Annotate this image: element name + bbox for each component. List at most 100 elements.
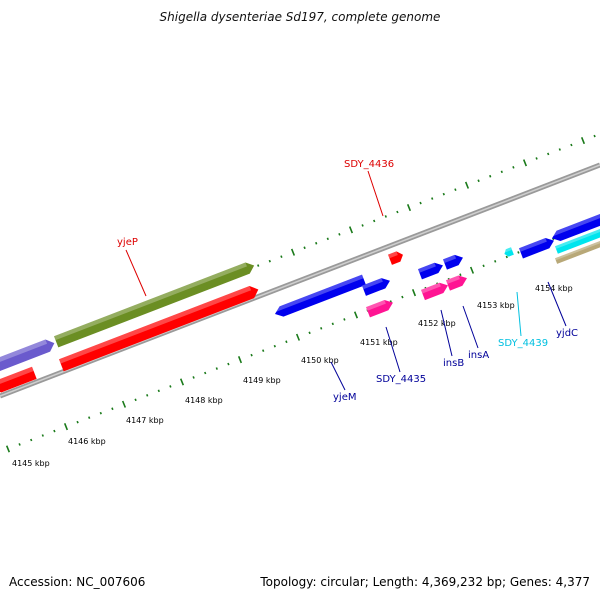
inner-tick-row-minor-tick — [482, 264, 485, 268]
outer-tick-row-minor-tick — [338, 233, 341, 236]
cds-blue-insB-shape — [418, 262, 443, 280]
kbp-tick-label: 4148 kbp — [185, 396, 223, 405]
cds-pink-insB-sheen — [421, 282, 441, 294]
inner-tick-row-minor-tick — [192, 376, 195, 379]
cds-blue-insA — [443, 254, 463, 270]
inner-tick-row-minor-tick — [308, 331, 311, 335]
inner-tick-row-minor-tick — [331, 322, 334, 326]
map-title: Shigella dysenteriae Sd197, complete gen… — [159, 10, 441, 24]
cds-lavender-left-sheen — [0, 339, 48, 366]
outer-tick-row-minor-tick — [489, 174, 492, 178]
gene-leader-line — [330, 361, 346, 391]
cds-blue-right-1 — [519, 238, 554, 259]
outer-tick-row-major-tick — [580, 137, 586, 145]
cds-olive-yjeP-shape — [54, 262, 255, 348]
cds-blue-yjeM — [273, 274, 366, 317]
gene-label: yjeM — [333, 392, 356, 403]
gene-label: yjeP — [117, 237, 138, 248]
tick-dots-layer — [0, 134, 600, 453]
inner-tick-row-minor-tick — [18, 443, 21, 446]
inner-tick-row-minor-tick — [401, 295, 404, 299]
inner-tick-row-minor-tick — [227, 362, 230, 366]
outer-tick-row-minor-tick — [500, 170, 503, 174]
inner-tick-row-major-tick — [63, 423, 69, 431]
inner-tick-row-minor-tick — [250, 353, 253, 357]
inner-tick-row-minor-tick — [517, 251, 520, 254]
kbp-tick-label: 4154 kbp — [535, 284, 573, 293]
cds-blue-yjeM-shape — [274, 274, 366, 317]
gene-label: SDY_4436 — [344, 159, 394, 170]
cds-blue-yjdC — [550, 210, 600, 242]
cds-blue-yjdC-sheen — [550, 210, 600, 237]
cds-tan-right-sheen — [555, 239, 600, 261]
cds-pink-insA-shape — [446, 275, 467, 291]
inner-tick-row-minor-tick — [146, 394, 149, 397]
cds-pink-insB — [421, 282, 448, 301]
backbone-layer — [0, 162, 600, 399]
outer-tick-row-minor-tick — [257, 264, 260, 267]
cds-red-long-sheen — [58, 285, 252, 364]
cds-red-SDY_4436-sheen — [388, 251, 398, 259]
inner-tick-row-major-tick — [237, 356, 243, 364]
inner-tick-row-minor-tick — [343, 318, 346, 321]
gene-leader-line — [516, 291, 522, 337]
outer-tick-row-minor-tick — [431, 197, 434, 200]
cds-tan-right-shape — [555, 239, 600, 264]
kbp-tick-label: 4146 kbp — [68, 437, 106, 446]
inner-tick-row-major-tick — [295, 333, 301, 341]
cds-cyan-right-shape — [555, 227, 600, 254]
inner-tick-row-minor-tick — [262, 349, 265, 352]
outer-tick-row-minor-tick — [419, 201, 422, 205]
inner-tick-row-minor-tick — [88, 416, 91, 419]
outer-tick-row-minor-tick — [384, 215, 387, 218]
gene-label: SDY_4435 — [376, 374, 426, 385]
inner-tick-row-minor-tick — [111, 407, 114, 411]
cds-blue-right-1-sheen — [519, 238, 547, 252]
kbp-tick-label: 4145 kbp — [12, 459, 50, 468]
accession-text: Accession: NC_007606 — [9, 575, 146, 589]
inner-tick-row-minor-tick — [157, 389, 160, 393]
outer-tick-row-minor-tick — [361, 224, 364, 227]
cds-olive-yjeP — [54, 262, 255, 348]
outer-tick-row-major-tick — [464, 181, 470, 189]
kbp-tick-label: 4152 kbp — [418, 319, 456, 328]
gene-label: insB — [443, 358, 464, 369]
cds-red-long-shape — [59, 285, 259, 372]
cds-red-left-1-sheen — [0, 366, 34, 388]
cds-red-long — [58, 285, 259, 372]
outer-tick-row-minor-tick — [373, 219, 376, 223]
cds-blue-insA-sheen — [443, 254, 457, 263]
inner-tick-row-minor-tick — [53, 429, 56, 433]
gene-leader-line — [462, 305, 479, 349]
kbp-tick-label: 4150 kbp — [301, 356, 339, 365]
outer-tick-row-minor-tick — [442, 192, 445, 196]
outer-tick-row-minor-tick — [454, 188, 457, 191]
gene-leader-line — [547, 281, 567, 327]
outer-tick-row-minor-tick — [280, 255, 283, 258]
inner-tick-row-minor-tick — [273, 344, 276, 348]
inner-tick-row-major-tick — [353, 311, 359, 319]
inner-tick-row-minor-tick — [41, 434, 44, 437]
inner-tick-row-minor-tick — [134, 398, 137, 402]
outer-tick-row-minor-tick — [547, 152, 550, 156]
genome-summary-text: Topology: circular; Length: 4,369,232 bp… — [260, 575, 590, 589]
cds-blue-yjeM-sheen — [273, 274, 364, 313]
outer-tick-row-major-tick — [290, 248, 296, 256]
gene-leader-line — [440, 309, 453, 357]
cds-red-left-1-shape — [0, 366, 37, 393]
cds-pink-insA — [446, 275, 467, 291]
outer-tick-row-minor-tick — [593, 134, 596, 138]
cds-tan-right — [555, 239, 600, 264]
cds-cyan-SDY_4439-shape — [504, 247, 514, 257]
gene-label: yjdC — [556, 328, 578, 339]
inner-tick-row-minor-tick — [505, 255, 508, 259]
outer-tick-row-minor-tick — [535, 157, 538, 160]
inner-tick-row-minor-tick — [99, 411, 102, 415]
features-layer — [0, 210, 600, 393]
cds-red-SDY_4436 — [388, 251, 403, 265]
cds-pink-SDY_4435-shape — [366, 299, 393, 318]
inner-tick-row-minor-tick — [459, 273, 462, 277]
cds-cyan-right — [555, 227, 600, 254]
cds-blue-right-1-shape — [519, 238, 554, 259]
